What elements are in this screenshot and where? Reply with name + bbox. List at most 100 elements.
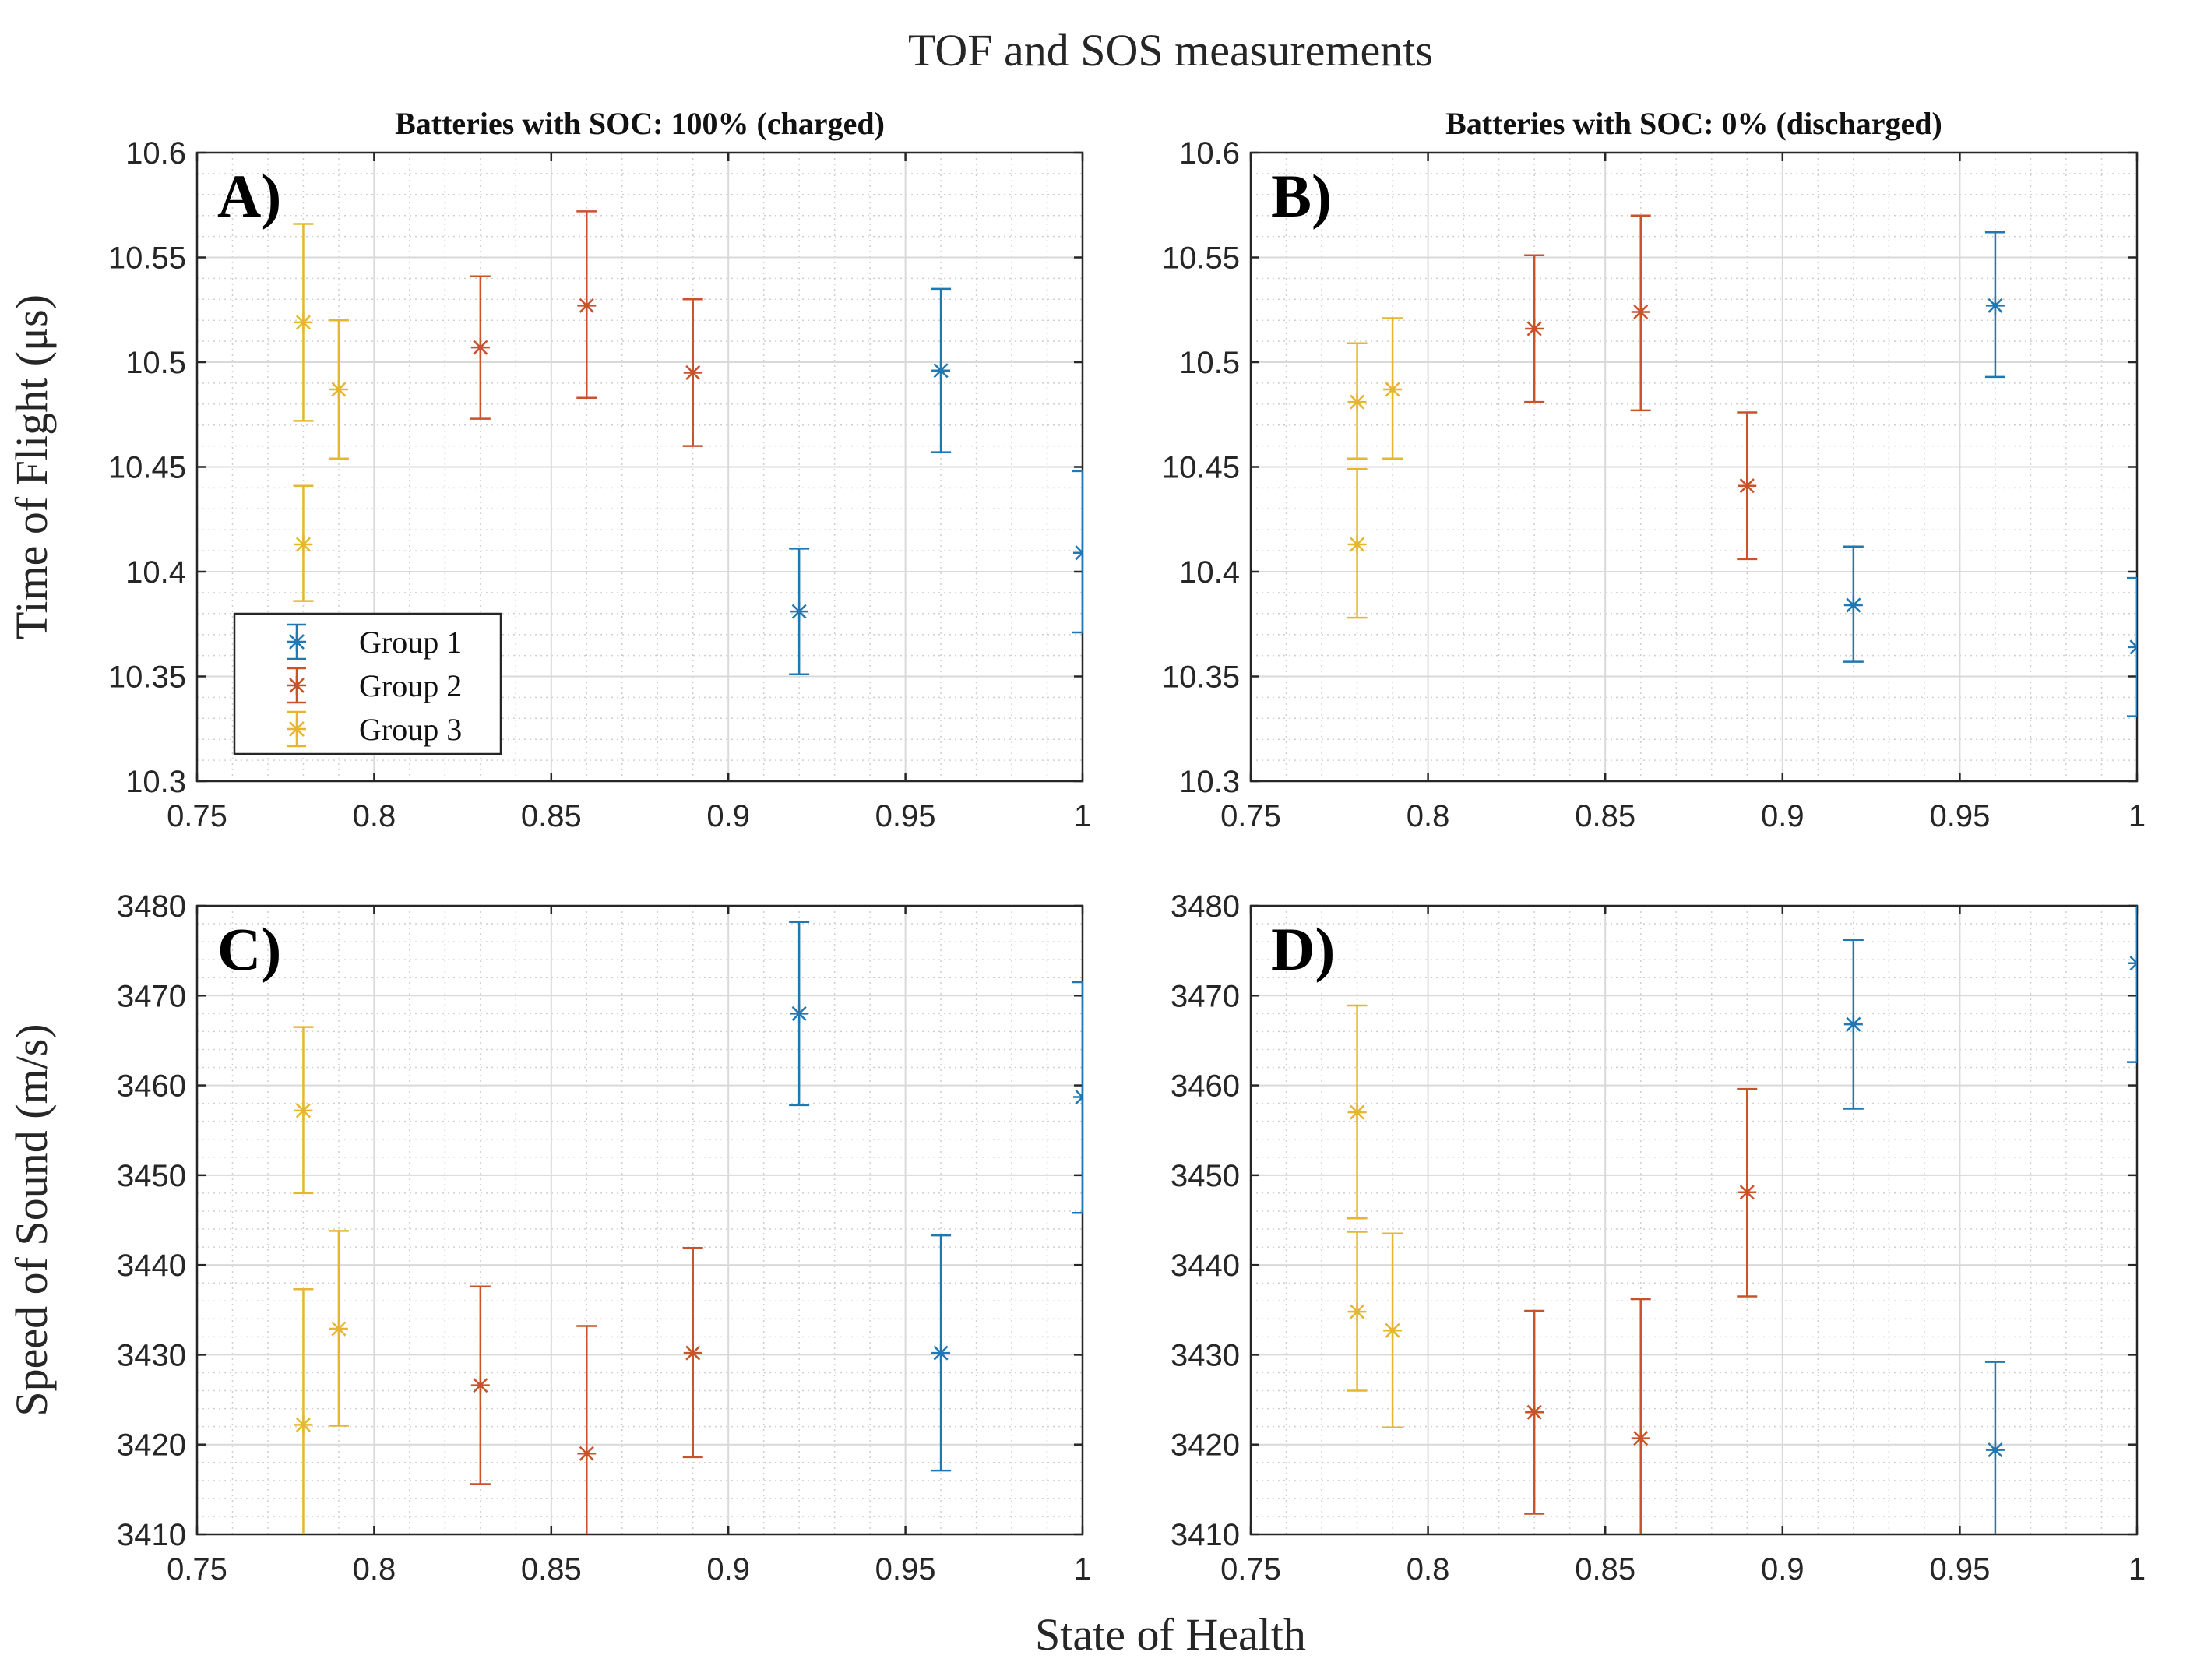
- x-tick-label: 0.75: [1220, 1552, 1281, 1587]
- y-tick-label: 10.35: [108, 660, 186, 695]
- y-tick-label: 3440: [1171, 1249, 1240, 1283]
- data-point: [1985, 296, 2005, 315]
- data-point: [1347, 1103, 1367, 1122]
- x-tick-label: 0.8: [353, 1552, 396, 1587]
- y-tick-label: 3420: [117, 1428, 186, 1463]
- plot-area: [197, 906, 1083, 1534]
- data-point: [683, 363, 702, 382]
- y-tick-label: 10.55: [1162, 241, 1240, 276]
- data-point: [1347, 393, 1367, 412]
- legend-swatch-2: [287, 667, 306, 704]
- y-tick-label: 3480: [1171, 889, 1240, 924]
- x-tick-label: 0.95: [875, 799, 936, 833]
- y-tick-label: 10.4: [1179, 555, 1240, 590]
- legend-label: Group 1: [359, 625, 462, 660]
- y-tick-label: 3410: [117, 1518, 186, 1552]
- panel-b: 0.75 0.8 0.85 0.9 0.95 1 10.3 10.35 10.4 10.45 10.…: [1162, 106, 2146, 833]
- y-tick-label: 10.5: [125, 346, 186, 380]
- panel-title: Batteries with SOC: 100% (charged): [395, 106, 885, 141]
- axes-frame: [195, 904, 1084, 1536]
- series-group-2: [1524, 214, 1758, 561]
- y-tick-label: 10.45: [108, 451, 186, 485]
- y-tick-label: 3420: [1171, 1428, 1240, 1463]
- data-layer: [1347, 214, 2137, 717]
- y-tick-label: 10.4: [125, 555, 186, 590]
- y-tick-label: 3470: [1171, 979, 1240, 1013]
- data-point: [329, 1319, 348, 1338]
- data-point: [931, 361, 951, 380]
- series-group-1: [1843, 231, 2137, 717]
- y-tick-label: 10.3: [1179, 765, 1240, 799]
- data-point: [294, 312, 313, 332]
- error-bar: [2127, 906, 2137, 1063]
- x-tick-label: 0.85: [1575, 799, 1635, 833]
- x-tick-label: 0.95: [875, 1552, 936, 1587]
- y-tick-label: 3430: [1171, 1338, 1240, 1372]
- data-point: [1843, 596, 1863, 615]
- x-tick-label: 1: [2128, 1552, 2146, 1587]
- data-point: [1383, 1321, 1403, 1340]
- x-axis-label: State of Health: [1035, 1609, 1306, 1660]
- data-point: [1985, 1440, 2005, 1460]
- x-tick-label: 0.75: [167, 1552, 227, 1587]
- panel-label: D): [1271, 915, 1335, 983]
- y-tick-label: 3440: [117, 1249, 186, 1283]
- legend-box: [233, 612, 502, 755]
- data-layer: [293, 210, 1083, 676]
- legend-swatch-marker: [287, 676, 306, 695]
- y-tick-label: 10.35: [1162, 660, 1240, 695]
- y-tick-label: 10.45: [1162, 451, 1240, 485]
- y-tick-label: 3470: [117, 979, 186, 1013]
- panel-label: A): [217, 162, 281, 230]
- series-group-3: [293, 1026, 349, 1534]
- plot-area: [1251, 906, 2137, 1534]
- series-group-2: [1524, 1087, 1758, 1534]
- error-bar: [2127, 576, 2137, 717]
- x-tick-label: 0.85: [521, 799, 582, 833]
- data-point: [577, 1444, 597, 1463]
- data-point: [470, 338, 490, 357]
- data-point: [2128, 953, 2137, 973]
- y-tick-label: 10.5: [1179, 346, 1240, 380]
- figure-title: TOF and SOS measurements: [908, 25, 1433, 76]
- data-point: [294, 1415, 313, 1435]
- data-layer: [293, 921, 1083, 1534]
- legend: Group 1 Group 2 Group 3: [233, 612, 502, 755]
- data-point: [1347, 1302, 1367, 1322]
- x-tick-label: 0.85: [1575, 1552, 1635, 1587]
- y-tick-label: 10.6: [1179, 136, 1240, 171]
- series-group-1: [1843, 906, 2137, 1534]
- x-tick-label: 1: [1074, 799, 1091, 833]
- panel-label: C): [217, 915, 281, 983]
- x-tick-label: 1: [2128, 799, 2146, 833]
- series-group-3: [1347, 1004, 1403, 1429]
- x-tick-label: 0.75: [1220, 799, 1281, 833]
- data-point: [931, 1344, 951, 1363]
- y-tick-label: 3480: [117, 889, 186, 924]
- y-tick-label: 3450: [1171, 1159, 1240, 1193]
- legend-label: Group 3: [359, 712, 462, 747]
- data-point: [1631, 1428, 1650, 1448]
- series-group-1: [789, 921, 1083, 1472]
- data-point: [2128, 637, 2137, 657]
- data-point: [1347, 535, 1367, 555]
- y-tick-label: 3430: [117, 1338, 186, 1372]
- error-bar: [1072, 470, 1083, 634]
- y-axis-label: Time of Flight (μs): [6, 294, 57, 639]
- series-group-3: [293, 223, 349, 602]
- data-point: [294, 1101, 313, 1120]
- x-tick-label: 0.9: [1761, 1552, 1804, 1587]
- data-point: [1383, 379, 1403, 399]
- series-group-2: [470, 210, 703, 447]
- x-tick-label: 0.8: [353, 799, 396, 833]
- x-tick-label: 0.75: [167, 799, 227, 833]
- data-point: [1073, 1087, 1083, 1107]
- y-tick-label: 10.55: [108, 241, 186, 276]
- panel-label: B): [1271, 162, 1332, 230]
- data-point: [1738, 1182, 1757, 1202]
- panel-c: 0.75 0.8 0.85 0.9 0.95 1 3410 3420 3430 3440 3450 3…: [6, 889, 1091, 1587]
- legend-label: Group 2: [359, 668, 462, 703]
- x-tick-label: 0.8: [1407, 1552, 1450, 1587]
- data-point: [294, 535, 313, 555]
